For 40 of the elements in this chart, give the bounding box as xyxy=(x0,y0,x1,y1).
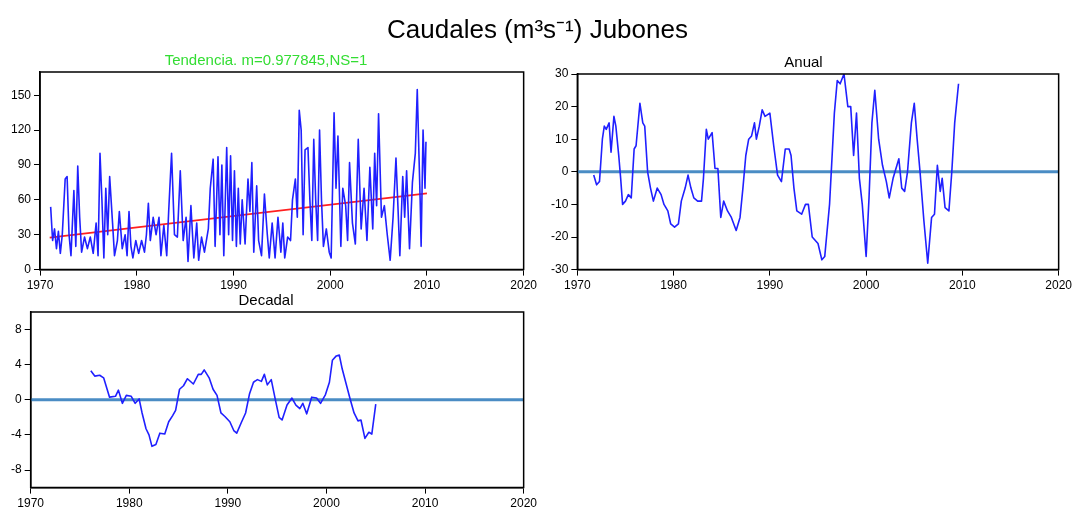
y-tick-label: 120 xyxy=(10,122,32,137)
y-tick-label: 60 xyxy=(17,192,32,207)
chart-title: Decadal xyxy=(238,291,294,309)
x-tick-label: 1970 xyxy=(563,278,592,293)
x-tick-label: 1990 xyxy=(220,278,248,293)
y-tick-label: 30 xyxy=(554,66,569,81)
x-tick-label: 1970 xyxy=(17,496,45,511)
chart-title: Caudales (m³s⁻¹) Jubones xyxy=(386,13,689,46)
x-tick-label: 2000 xyxy=(316,278,344,293)
x-tick-label: 2000 xyxy=(852,278,880,293)
y-tick-label: 4 xyxy=(14,356,22,371)
y-tick-label: 150 xyxy=(10,87,32,102)
x-tick-label: 2010 xyxy=(949,278,977,293)
y-tick-label: -20 xyxy=(551,229,569,244)
y-tick-label: 0 xyxy=(14,392,22,407)
x-tick-label: 2020 xyxy=(1045,278,1073,293)
chart-subtitle: Tendencia. m=0.977845,NS=1 xyxy=(164,51,368,69)
y-tick-label: -8 xyxy=(11,462,22,477)
y-tick-label: 0 xyxy=(24,261,32,276)
y-tick-label: -4 xyxy=(11,427,22,442)
x-tick-label: 2020 xyxy=(510,496,538,511)
x-tick-label: 1980 xyxy=(123,278,151,293)
x-tick-label: 1990 xyxy=(756,278,784,293)
y-tick-label: 0 xyxy=(561,164,569,179)
y-tick-label: -10 xyxy=(551,196,569,211)
x-tick-label: 2010 xyxy=(413,278,441,293)
x-tick-label: 2000 xyxy=(313,496,341,511)
y-tick-label: 10 xyxy=(554,131,569,146)
y-tick-label: 30 xyxy=(17,227,32,242)
x-tick-label: 1980 xyxy=(660,278,688,293)
y-tick-label: 8 xyxy=(14,321,22,336)
x-tick-label: 1970 xyxy=(26,278,54,293)
x-tick-label: 2020 xyxy=(510,278,538,293)
chart-title: Anual xyxy=(784,53,823,71)
y-tick-label: -30 xyxy=(551,261,569,276)
x-tick-label: 1990 xyxy=(214,496,242,511)
x-tick-label: 2010 xyxy=(411,496,439,511)
x-tick-label: 1980 xyxy=(115,496,143,511)
y-tick-label: 20 xyxy=(554,98,569,113)
y-tick-label: 90 xyxy=(17,157,32,172)
